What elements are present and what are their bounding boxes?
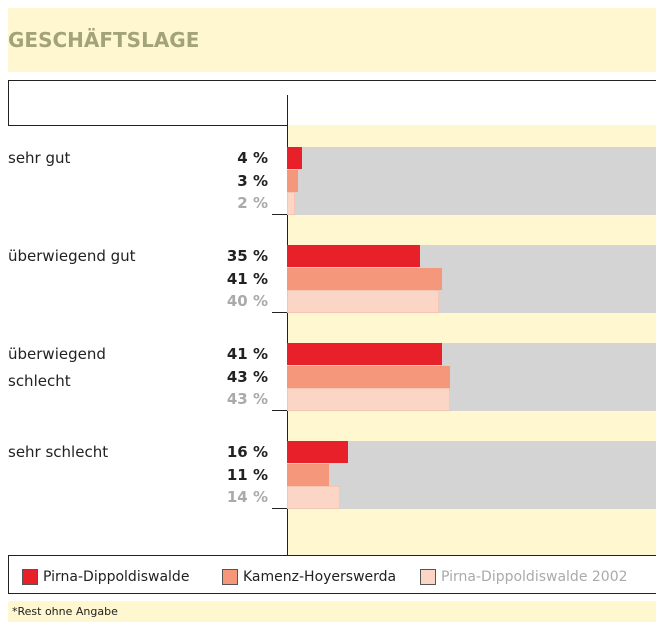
value-label: 43 % xyxy=(226,367,268,386)
value-label: 11 % xyxy=(226,465,268,484)
footnote-band xyxy=(8,601,656,622)
bar xyxy=(287,192,295,215)
bar xyxy=(287,267,443,290)
category-label: sehr gut xyxy=(8,149,71,167)
legend-label: Pirna-Dippoldiswalde 2002 xyxy=(441,569,628,585)
row-background xyxy=(287,441,656,510)
header-box xyxy=(8,80,656,126)
category-label: überwiegend gut xyxy=(8,247,136,265)
category-label: sehr schlecht xyxy=(8,443,109,461)
bar xyxy=(287,463,329,486)
value-label: 41 % xyxy=(226,269,268,288)
value-label: 16 % xyxy=(226,443,268,461)
value-label: 41 % xyxy=(226,345,268,363)
legend-swatch xyxy=(420,569,436,585)
value-label: 14 % xyxy=(226,488,268,507)
leader-line xyxy=(272,410,287,412)
value-label: 35 % xyxy=(226,247,268,265)
bar xyxy=(287,441,348,464)
category-label: überwiegend schlecht xyxy=(8,345,106,390)
legend-box xyxy=(8,555,656,594)
value-label: 40 % xyxy=(226,292,268,311)
value-label: 2 % xyxy=(237,194,268,213)
legend-label: Kamenz-Hoyerswerda xyxy=(243,569,397,585)
bar xyxy=(287,169,299,192)
legend-swatch xyxy=(222,569,238,585)
bar xyxy=(287,245,420,268)
chart-title: GESCHÄFTSLAGE xyxy=(8,28,200,52)
axis-line xyxy=(287,95,288,555)
leader-line xyxy=(272,214,287,216)
legend-label: Pirna-Dippoldiswalde xyxy=(43,569,190,585)
bar xyxy=(287,290,439,313)
bar xyxy=(287,365,450,388)
bar xyxy=(287,147,303,170)
value-label: 3 % xyxy=(237,171,268,190)
leader-line xyxy=(272,312,287,314)
value-label: 4 % xyxy=(237,149,268,167)
title-band xyxy=(8,8,656,72)
leader-line xyxy=(272,508,287,510)
bar xyxy=(287,486,341,509)
legend-swatch xyxy=(22,569,38,585)
bar xyxy=(287,388,450,411)
value-label: 43 % xyxy=(226,390,268,409)
bar xyxy=(287,343,443,366)
row-background xyxy=(287,147,656,216)
footnote: *Rest ohne Angabe xyxy=(12,605,118,618)
